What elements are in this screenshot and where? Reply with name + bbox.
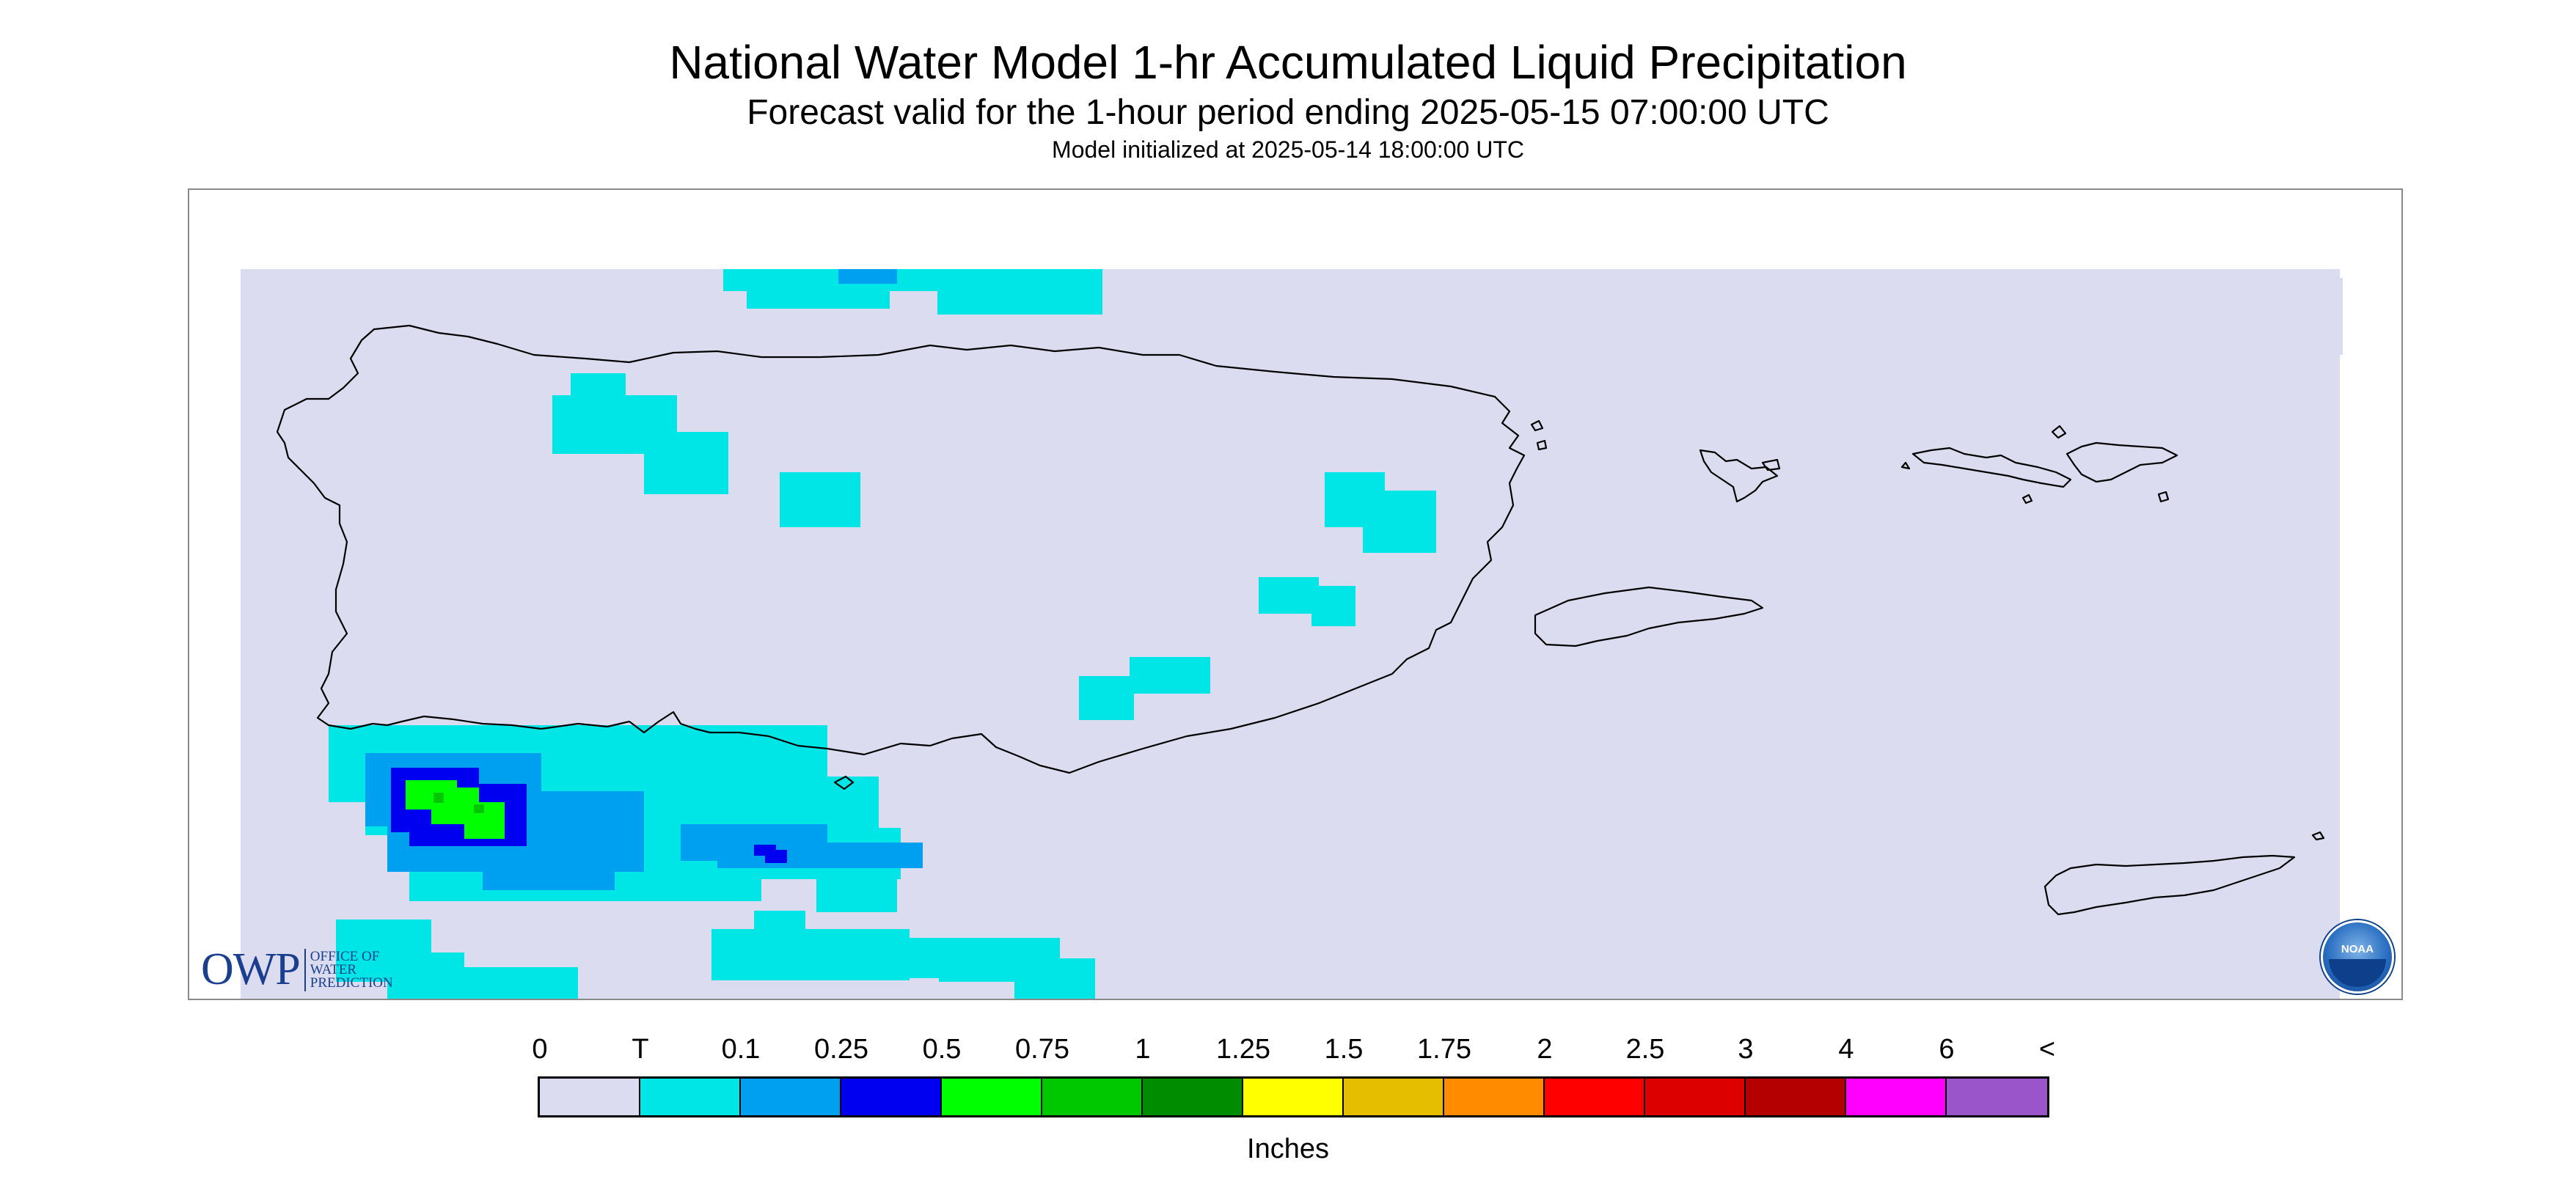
legend-swatch-13 (1846, 1079, 1947, 1115)
legend-swatch-10 (1545, 1079, 1645, 1115)
legend-swatch-3 (841, 1079, 942, 1115)
legend-unit-label: Inches (1247, 1134, 1329, 1164)
legend-swatch-9 (1444, 1079, 1545, 1115)
legend-swatch-6 (1143, 1079, 1243, 1115)
islet-4 (2021, 493, 2033, 504)
owp-logo-line-3: PREDICTION (310, 974, 393, 991)
legend-tick-label: 1 (1135, 1034, 1151, 1065)
map-subtitle: Forecast valid for the 1-hour period end… (747, 93, 1829, 132)
owp-logo-divider (304, 948, 306, 991)
legend-tick-label: < (2038, 1034, 2056, 1065)
legend-swatch-8 (1344, 1079, 1444, 1115)
legend-tick-label: 1.5 (1324, 1034, 1364, 1065)
precip-cells-0-5 (406, 780, 505, 839)
owp-logo: OWP OFFICE OF WATER PREDICTION (201, 944, 393, 996)
st-thomas-coastline (1911, 447, 2072, 488)
st-john-coastline (2065, 441, 2178, 483)
legend-tick-label: 0.1 (721, 1034, 761, 1065)
legend-swatch-5 (1042, 1079, 1143, 1115)
noaa-logo-text: NOAA (2341, 943, 2374, 955)
noaa-logo-wave (2329, 959, 2386, 987)
legend-swatch-4 (942, 1079, 1042, 1115)
legend-tick-label: 6 (1939, 1034, 1955, 1065)
legend-swatch-7 (1243, 1079, 1344, 1115)
legend-tick-label: 2.5 (1625, 1034, 1665, 1065)
puerto-rico-coastline (276, 324, 1526, 774)
legend-swatch-12 (1746, 1079, 1846, 1115)
legend-swatch-14 (1947, 1079, 2047, 1115)
legend-tick-label: T (632, 1034, 649, 1065)
islet-2 (1536, 439, 1548, 451)
caja-de-muertos-island (833, 775, 855, 790)
culebrita-island (1761, 458, 1781, 471)
vieques-coastline (1534, 586, 1764, 647)
legend-tick-label: 4 (1838, 1034, 1854, 1065)
legend-tick-label: 3 (1738, 1034, 1754, 1065)
legend-swatch-1 (640, 1079, 741, 1115)
owp-logo-mark: OWP (201, 944, 301, 994)
islet-6 (2311, 831, 2325, 841)
st-croix-coastline (2043, 854, 2296, 916)
color-legend-bar (538, 1076, 2049, 1117)
field-notch (2337, 278, 2343, 355)
coastlines (276, 324, 2325, 916)
precip-cells-0-75 (433, 793, 484, 813)
legend-tick-label: 0.5 (922, 1034, 962, 1065)
islet-1 (1530, 419, 1544, 432)
legend-swatch-11 (1645, 1079, 1746, 1115)
map-panel: OWP OFFICE OF WATER PREDICTION NOAA (188, 188, 2403, 1000)
owp-logo-line-1: OFFICE OF (310, 948, 380, 964)
legend-tick-label: 1.75 (1417, 1034, 1471, 1065)
model-init-time: Model initialized at 2025-05-14 18:00:00… (1052, 136, 1524, 163)
legend-swatch-2 (741, 1079, 841, 1115)
islet-5 (2157, 491, 2170, 503)
legend-tick-label: 0.75 (1015, 1034, 1069, 1065)
precipitation-map (241, 269, 2343, 999)
owp-logo-text: OFFICE OF WATER PREDICTION (310, 950, 393, 990)
legend-tick-label: 2 (1537, 1034, 1553, 1065)
islet-3 (1900, 461, 1911, 470)
legend-tick-label: 0 (532, 1034, 548, 1065)
owp-logo-line-2: WATER (310, 961, 357, 977)
legend-tick-label: 0.25 (814, 1034, 868, 1065)
map-title: National Water Model 1-hr Accumulated Li… (669, 36, 1907, 89)
noaa-logo: NOAA (2321, 920, 2394, 994)
culebra-coastline (1699, 449, 1779, 503)
islet-7 (2051, 425, 2067, 439)
legend-swatch-0 (540, 1079, 640, 1115)
legend-tick-label: 1.25 (1216, 1034, 1270, 1065)
